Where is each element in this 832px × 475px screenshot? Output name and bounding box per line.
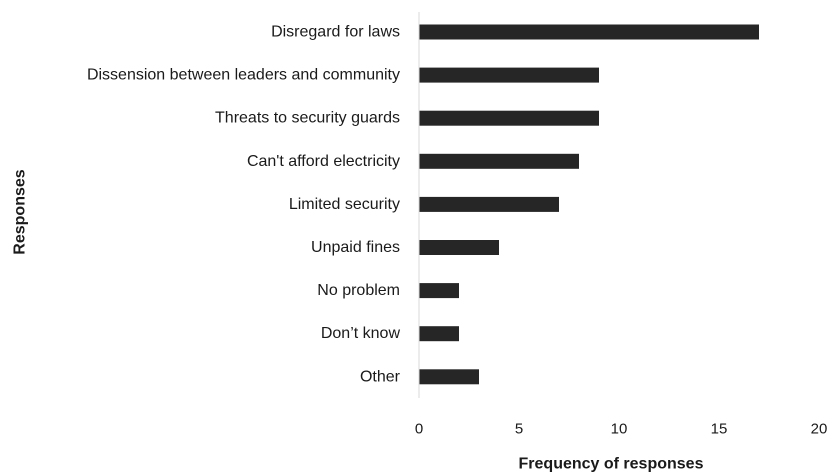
bar [419, 110, 599, 126]
category-label: Don’t know [321, 325, 401, 342]
bar [419, 24, 759, 40]
category-label: Unpaid fines [311, 239, 400, 256]
category-label: Dissension between leaders and community [87, 67, 400, 84]
category-label: Threats to security guards [215, 110, 400, 127]
y-axis-title: Responses [12, 169, 29, 254]
bar [419, 283, 459, 299]
category-label: Disregard for laws [271, 24, 400, 41]
bar [419, 67, 599, 83]
category-label: Can't afford electricity [247, 153, 400, 170]
category-label: Other [360, 368, 401, 385]
x-tick-labels: 0 5 10 15 20 [415, 421, 828, 438]
bar [419, 240, 499, 255]
category-labels: Disregard for laws Dissension between lea… [87, 24, 401, 386]
x-tick-label: 20 [811, 421, 828, 438]
x-tick-label: 0 [415, 421, 423, 438]
bar [419, 326, 459, 342]
bar [419, 153, 579, 169]
x-axis-title: Frequency of responses [519, 456, 704, 473]
x-tick-label: 10 [611, 421, 628, 438]
bar [419, 196, 559, 212]
category-label: Limited security [289, 196, 400, 213]
bar [419, 369, 479, 385]
bar-group [419, 24, 759, 385]
x-tick-label: 5 [515, 421, 523, 438]
category-label: No problem [317, 282, 400, 299]
x-tick-label: 15 [711, 421, 728, 438]
